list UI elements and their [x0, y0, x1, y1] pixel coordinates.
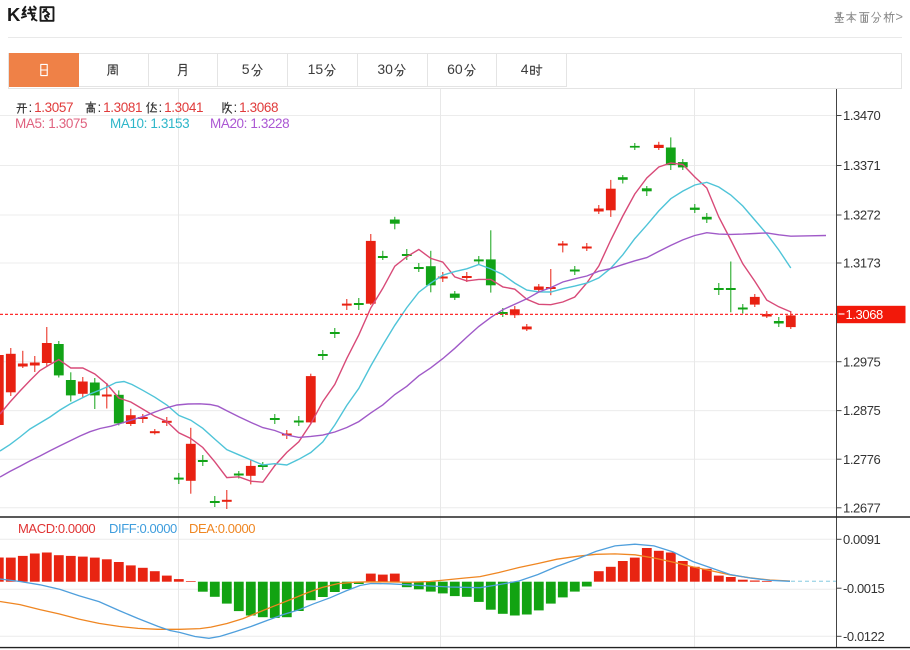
svg-text:1.3470: 1.3470 [843, 108, 881, 123]
svg-text:1.3173: 1.3173 [843, 256, 881, 271]
svg-text:0.0091: 0.0091 [843, 532, 881, 547]
svg-text:-0.0122: -0.0122 [843, 629, 884, 644]
svg-text:1.2975: 1.2975 [843, 354, 881, 369]
svg-text:-0.0015: -0.0015 [843, 581, 884, 596]
svg-text:1.3068: 1.3068 [846, 307, 884, 322]
svg-text:1.2776: 1.2776 [843, 452, 881, 467]
svg-text:1.3272: 1.3272 [843, 208, 881, 223]
svg-text:1.2677: 1.2677 [843, 500, 881, 515]
svg-text:1.2875: 1.2875 [843, 403, 881, 418]
svg-text:1.3371: 1.3371 [843, 158, 881, 173]
